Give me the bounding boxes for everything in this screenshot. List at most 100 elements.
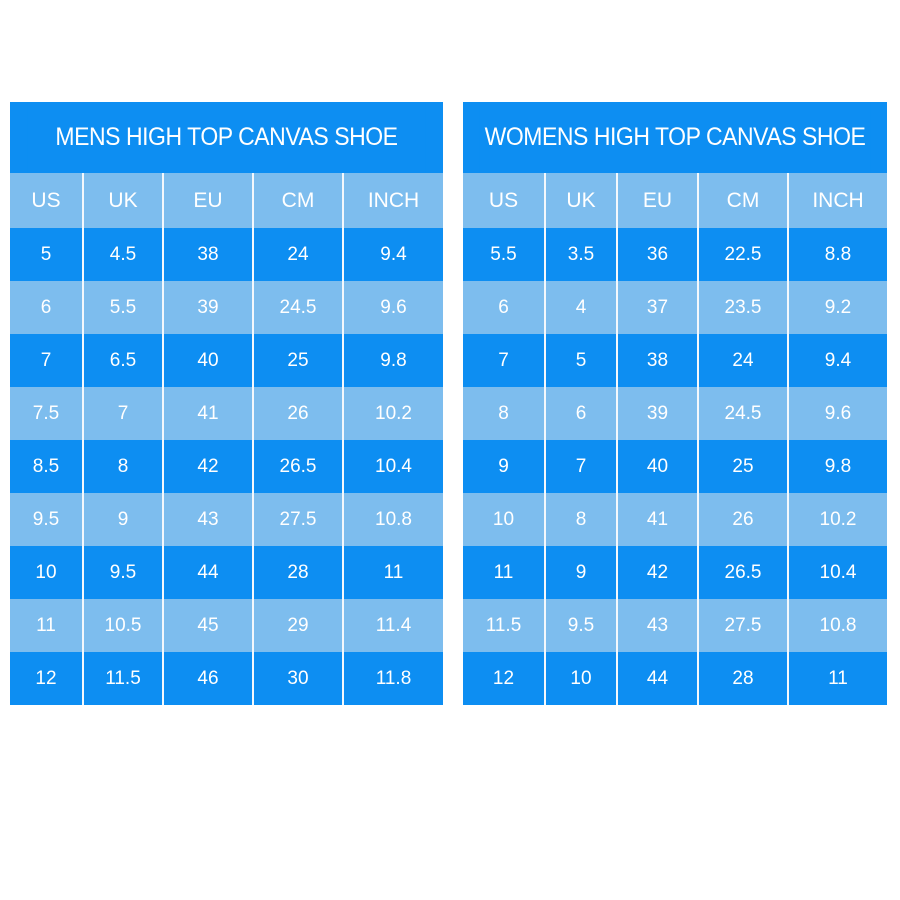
cell-inch: 10.2 [342, 387, 443, 440]
mens-table: US UK EU CM INCH 5 4.5 38 24 9.4 6 5.5 39 24.5 9.6 7 6.… [10, 173, 443, 705]
cell-cm: 25 [252, 334, 343, 387]
table-row: 10 9.5 44 28 11 [10, 546, 443, 599]
cell-inch: 9.4 [787, 334, 887, 387]
cell-cm: 24.5 [252, 281, 343, 334]
cell-inch: 8.8 [787, 228, 887, 281]
cell-uk: 8 [544, 493, 617, 546]
cell-uk: 10 [544, 652, 617, 705]
table-row: 11 10.5 45 29 11.4 [10, 599, 443, 652]
table-row: 5.5 3.5 36 22.5 8.8 [463, 228, 887, 281]
cell-us: 10 [463, 493, 545, 546]
cell-us: 7 [463, 334, 545, 387]
cell-eu: 39 [616, 387, 698, 440]
cell-cm: 24 [252, 228, 343, 281]
cell-cm: 24 [697, 334, 788, 387]
womens-size-chart: WOMENS HIGH TOP CANVAS SHOE US UK EU CM INCH… [463, 102, 887, 705]
cell-uk: 9.5 [544, 599, 617, 652]
table-row: 12 11.5 46 30 11.8 [10, 652, 443, 705]
cell-inch: 10.4 [787, 546, 887, 599]
cell-us: 8.5 [10, 440, 83, 493]
cell-cm: 26.5 [697, 546, 788, 599]
cell-eu: 43 [616, 599, 698, 652]
cell-uk: 9 [82, 493, 163, 546]
table-row: 11.5 9.5 43 27.5 10.8 [463, 599, 887, 652]
column-header-inch: INCH [787, 173, 887, 228]
cell-cm: 24.5 [697, 387, 788, 440]
cell-cm: 26 [697, 493, 788, 546]
womens-title: WOMENS HIGH TOP CANVAS SHOE [479, 102, 871, 173]
cell-us: 7.5 [10, 387, 83, 440]
cell-eu: 45 [162, 599, 253, 652]
cell-cm: 26.5 [252, 440, 343, 493]
cell-inch: 11 [342, 546, 443, 599]
column-header-cm: CM [697, 173, 788, 228]
cell-cm: 25 [697, 440, 788, 493]
column-header-us: US [463, 173, 545, 228]
cell-uk: 10.5 [82, 599, 163, 652]
cell-cm: 26 [252, 387, 343, 440]
cell-eu: 41 [162, 387, 253, 440]
cell-eu: 38 [616, 334, 698, 387]
column-header-us: US [10, 173, 83, 228]
cell-eu: 46 [162, 652, 253, 705]
cell-eu: 42 [162, 440, 253, 493]
cell-us: 10 [10, 546, 83, 599]
cell-inch: 10.8 [342, 493, 443, 546]
cell-cm: 23.5 [697, 281, 788, 334]
cell-uk: 6 [544, 387, 617, 440]
cell-eu: 44 [162, 546, 253, 599]
cell-uk: 7 [544, 440, 617, 493]
cell-cm: 30 [252, 652, 343, 705]
table-row: 9.5 9 43 27.5 10.8 [10, 493, 443, 546]
cell-uk: 11.5 [82, 652, 163, 705]
mens-size-chart: MENS HIGH TOP CANVAS SHOE US UK EU CM INCH 5… [10, 102, 443, 705]
cell-us: 6 [463, 281, 545, 334]
cell-cm: 27.5 [697, 599, 788, 652]
cell-eu: 41 [616, 493, 698, 546]
cell-uk: 5 [544, 334, 617, 387]
cell-cm: 28 [697, 652, 788, 705]
cell-cm: 28 [252, 546, 343, 599]
header-row: US UK EU CM INCH [10, 173, 443, 228]
cell-us: 11 [463, 546, 545, 599]
cell-inch: 11 [787, 652, 887, 705]
cell-eu: 38 [162, 228, 253, 281]
mens-title: MENS HIGH TOP CANVAS SHOE [27, 102, 426, 173]
cell-inch: 9.4 [342, 228, 443, 281]
table-row: 8.5 8 42 26.5 10.4 [10, 440, 443, 493]
cell-us: 5.5 [463, 228, 545, 281]
column-header-eu: EU [616, 173, 698, 228]
cell-eu: 44 [616, 652, 698, 705]
cell-eu: 37 [616, 281, 698, 334]
table-row: 6 4 37 23.5 9.2 [463, 281, 887, 334]
table-row: 10 8 41 26 10.2 [463, 493, 887, 546]
table-row: 9 7 40 25 9.8 [463, 440, 887, 493]
cell-eu: 40 [162, 334, 253, 387]
cell-inch: 9.6 [342, 281, 443, 334]
cell-inch: 9.6 [787, 387, 887, 440]
cell-cm: 27.5 [252, 493, 343, 546]
cell-uk: 7 [82, 387, 163, 440]
cell-inch: 9.8 [342, 334, 443, 387]
cell-us: 7 [10, 334, 83, 387]
cell-us: 8 [463, 387, 545, 440]
table-row: 7 6.5 40 25 9.8 [10, 334, 443, 387]
cell-cm: 29 [252, 599, 343, 652]
cell-uk: 4.5 [82, 228, 163, 281]
cell-inch: 11.8 [342, 652, 443, 705]
cell-eu: 42 [616, 546, 698, 599]
table-row: 8 6 39 24.5 9.6 [463, 387, 887, 440]
header-row: US UK EU CM INCH [463, 173, 887, 228]
table-row: 6 5.5 39 24.5 9.6 [10, 281, 443, 334]
cell-uk: 4 [544, 281, 617, 334]
cell-us: 12 [10, 652, 83, 705]
table-row: 12 10 44 28 11 [463, 652, 887, 705]
cell-eu: 36 [616, 228, 698, 281]
cell-inch: 10.4 [342, 440, 443, 493]
table-row: 11 9 42 26.5 10.4 [463, 546, 887, 599]
cell-us: 6 [10, 281, 83, 334]
cell-eu: 39 [162, 281, 253, 334]
cell-inch: 11.4 [342, 599, 443, 652]
cell-us: 11.5 [463, 599, 545, 652]
cell-uk: 8 [82, 440, 163, 493]
